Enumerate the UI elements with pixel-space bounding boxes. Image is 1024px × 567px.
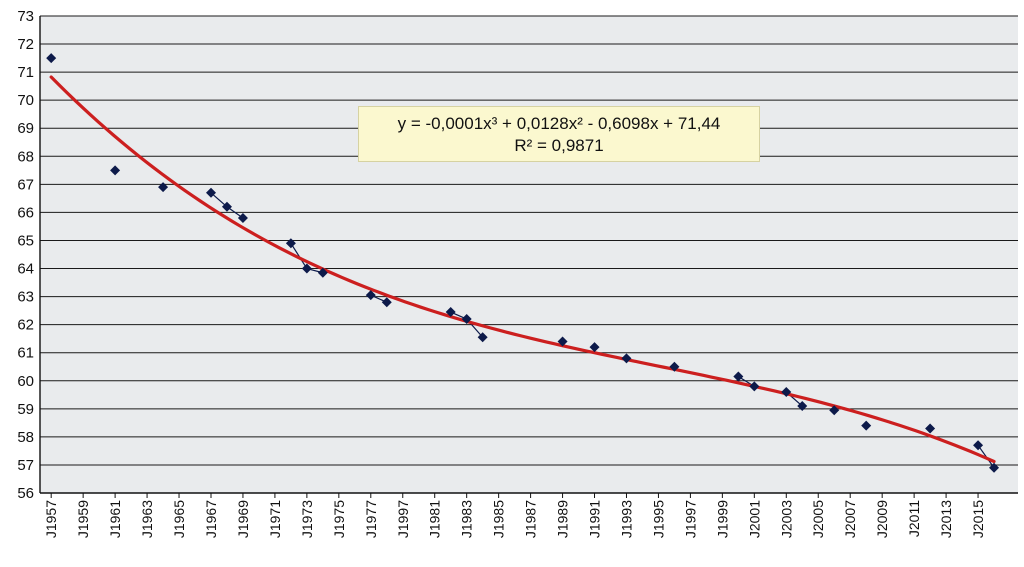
y-tick-label: 72 [17,36,34,53]
y-tick-label: 65 [17,232,34,249]
trend-curve [49,75,996,464]
data-point [317,267,328,278]
data-point [589,342,600,353]
x-axis-ticks: J1957 J1959 J1961 J1963 J1965 J1967 J1969 J1971… [43,493,986,538]
x-tick-label: J1959 [75,500,91,538]
y-tick-label: 63 [17,289,34,306]
trendline-r-squared: R² = 0,9871 [514,136,604,155]
y-tick-label: 59 [17,401,34,418]
x-tick-label: J1969 [235,500,251,538]
x-tick-label: J2013 [938,500,954,538]
x-tick-label: J2011 [906,500,922,537]
y-tick-label: 73 [17,8,34,25]
data-point [973,440,984,451]
data-markers [46,53,1000,473]
axes [39,16,1018,494]
data-point [46,53,57,64]
y-axis-ticks: 56 57 58 59 60 61 62 63 64 65 66 67 68 69 70 71 72 73 [17,8,34,502]
trendline-equation-box: y = -0,0001x³ + 0,0128x² - 0,6098x + 71,… [358,106,760,162]
data-point [797,401,808,412]
data-point [989,462,1000,473]
data-point [477,332,488,343]
x-tick-label: J2003 [778,500,794,538]
x-tick-label: J1957 [43,500,59,538]
x-tick-label: J2005 [810,500,826,538]
data-point [221,201,232,212]
x-tick-label: J1997 [395,500,411,538]
data-point [621,353,632,364]
data-point [158,182,169,193]
y-tick-label: 58 [17,429,34,446]
data-point [110,165,121,176]
y-tick-label: 61 [17,345,34,362]
connector-segment [290,242,308,269]
data-point [381,297,392,308]
x-tick-label: J1963 [139,500,155,538]
x-tick-label: J1981 [427,500,443,538]
x-tick-label: J1993 [618,500,634,538]
x-tick-label: J1997 [682,500,698,538]
data-point [365,290,376,301]
data-point [205,187,216,198]
x-tick-label: J1975 [331,500,347,538]
data-point [285,238,296,249]
data-point [861,420,872,431]
y-tick-label: 67 [17,176,34,193]
y-tick-label: 71 [17,64,34,81]
data-point [781,386,792,397]
data-point [669,361,680,372]
x-tick-label: J1977 [363,500,379,538]
x-tick-label: J2001 [746,500,762,538]
trend-line [49,75,996,464]
x-tick-label: J2007 [842,500,858,538]
x-tick-label: J1971 [267,500,283,538]
x-tick-label: J2009 [874,500,890,538]
trendline-equation: y = -0,0001x³ + 0,0128x² - 0,6098x + 71,… [397,114,721,133]
data-point [829,405,840,416]
x-tick-label: J1967 [203,500,219,538]
x-tick-label: J1961 [107,500,123,538]
data-point [557,336,568,347]
x-tick-label: J1965 [171,500,187,538]
data-point [445,307,456,318]
x-tick-label: J1985 [491,500,507,538]
y-tick-label: 57 [17,457,34,474]
x-tick-label: J1987 [523,500,539,538]
y-tick-label: 56 [17,485,34,502]
plot-background [40,16,1018,493]
x-tick-label: J1973 [299,500,315,538]
x-tick-label: J1995 [650,500,666,538]
y-tick-label: 68 [17,148,34,165]
y-tick-label: 62 [17,317,34,334]
data-point [301,263,312,274]
y-tick-label: 64 [17,261,34,278]
data-point [733,371,744,382]
y-tick-label: 60 [17,373,34,390]
y-tick-label: 66 [17,204,34,221]
x-tick-label: J2015 [970,500,986,538]
x-tick-label: J1989 [555,500,571,538]
x-tick-label: J1983 [459,500,475,538]
y-tick-label: 70 [17,92,34,109]
x-tick-label: J1999 [714,500,730,538]
connector-segment [210,192,228,208]
y-tick-label: 69 [17,120,34,137]
x-tick-label: J1991 [587,500,603,538]
data-point [461,314,472,325]
data-point [237,213,248,224]
data-point [749,381,760,392]
data-point [925,423,936,434]
